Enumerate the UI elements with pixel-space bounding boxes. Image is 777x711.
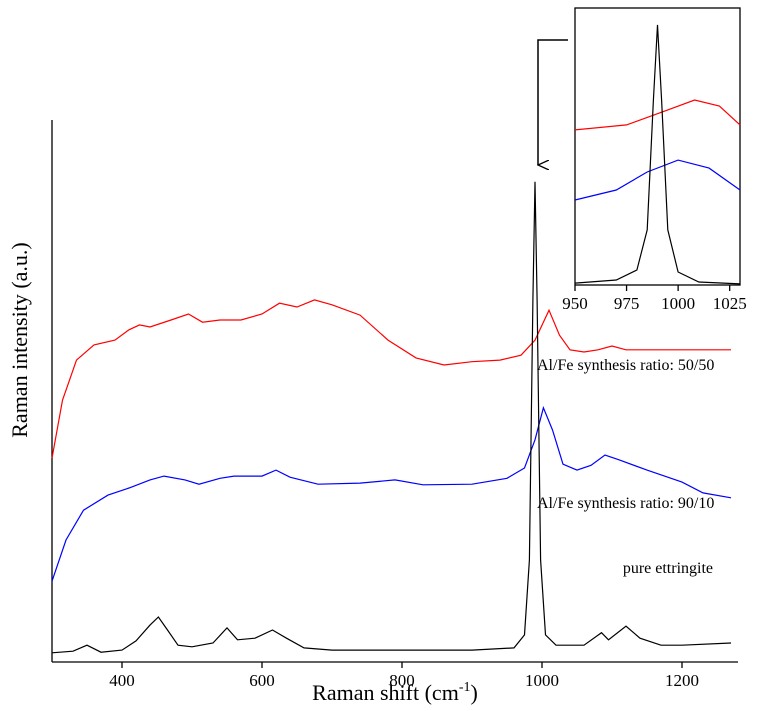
x-tick-label: 1000 (525, 671, 559, 690)
x-tick-label: 950 (562, 294, 588, 313)
spectrum-line (51, 299, 731, 459)
inset-frame (574, 7, 741, 286)
series-label: pure ettringite (623, 560, 713, 577)
spectrum-line (51, 181, 732, 654)
y-axis-title: Raman intensity (a.u.) (7, 242, 32, 438)
x-tick-label: 600 (249, 671, 275, 690)
spectrum-line (574, 99, 741, 131)
spectrum-line (51, 405, 732, 582)
x-tick-label: 800 (389, 671, 415, 690)
x-tick-label: 1000 (661, 294, 695, 313)
series-label: Al/Fe synthesis ratio: 90/10 (537, 495, 714, 512)
x-tick-label: 400 (109, 671, 135, 690)
x-axis-title: Raman shift (cm-1) (312, 680, 478, 705)
x-tick-label: 975 (614, 294, 640, 313)
x-tick-label: 1200 (665, 671, 699, 690)
spectrum-line (574, 24, 741, 285)
spectrum-line (574, 159, 741, 201)
series-label: Al/Fe synthesis ratio: 50/50 (537, 357, 714, 374)
inset-arrow (538, 39, 568, 165)
x-tick-label: 1025 (713, 294, 747, 313)
